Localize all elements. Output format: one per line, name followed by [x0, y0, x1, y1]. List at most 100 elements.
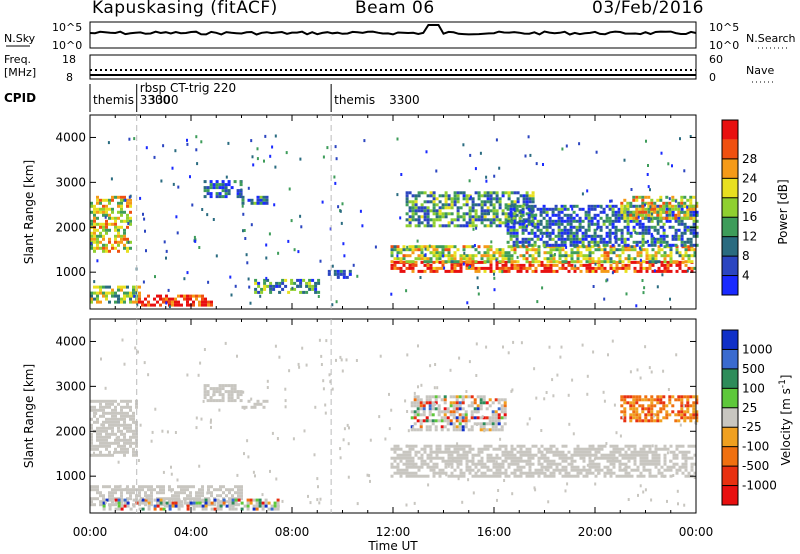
scatter-cell [629, 416, 633, 420]
scatter-cell [267, 501, 271, 505]
scatter-cell [501, 251, 505, 255]
scatter-cell [611, 231, 615, 235]
scatter-cell [453, 260, 457, 264]
scatter-cell [570, 459, 574, 463]
scatter-cell [441, 245, 445, 249]
scatter-cell [108, 426, 111, 430]
scatter-cell [645, 266, 649, 270]
scatter-cell [132, 417, 135, 421]
scatter-cell [545, 231, 549, 235]
scatter-cell [647, 216, 651, 220]
scatter-cell [671, 216, 675, 220]
scatter-cell [624, 269, 628, 273]
scatter-cell [575, 243, 579, 247]
scatter-cell [575, 237, 579, 241]
scatter-cell [165, 497, 168, 501]
scatter-cell [435, 456, 439, 460]
x-tick-label: 20:00 [578, 525, 613, 539]
scatter-cell [441, 450, 445, 454]
scatter-cell [99, 432, 102, 436]
scatter-cell [456, 197, 460, 201]
scatter-cell [105, 231, 108, 235]
scatter-cell [420, 269, 424, 273]
scatter-cell [504, 191, 508, 195]
scatter-cell [510, 254, 514, 258]
scatter-cell [384, 437, 387, 441]
scatter-cell [111, 402, 114, 406]
scatter-cell [681, 254, 685, 258]
scatter-cell [474, 167, 477, 171]
scatter-cell [635, 395, 639, 399]
scatter-cell [543, 397, 546, 401]
scatter-cell [192, 498, 196, 502]
scatter-cell [576, 474, 580, 478]
scatter-cell [126, 402, 129, 406]
scatter-cell [218, 192, 222, 196]
scatter-cell [486, 260, 490, 264]
scatter-cell [629, 419, 633, 423]
scatter-cell [581, 225, 585, 229]
scatter-cell [639, 254, 643, 258]
scatter-cell [162, 498, 166, 502]
scatter-cell [256, 157, 259, 161]
scatter-cell [215, 387, 219, 391]
freq-label-2: [MHz] [4, 66, 36, 79]
scatter-cell [581, 192, 584, 196]
scatter-cell [495, 258, 498, 262]
scatter-cell [114, 408, 117, 412]
scatter-cell [501, 450, 505, 454]
scatter-cell [650, 237, 654, 241]
scatter-cell [554, 243, 558, 247]
scatter-cell [558, 456, 562, 460]
scatter-cell [503, 413, 507, 417]
scatter-cell [432, 462, 436, 466]
scatter-cell [669, 269, 673, 273]
scatter-cell [123, 498, 127, 502]
scatter-cell [501, 194, 505, 198]
scatter-cell [593, 237, 597, 241]
scatter-cell [99, 450, 102, 454]
scatter-cell [659, 198, 663, 202]
scatter-cell [642, 248, 646, 252]
scatter-cell [129, 429, 132, 433]
scatter-cell [117, 488, 120, 492]
scatter-cell [506, 225, 510, 229]
scatter-cell [629, 401, 633, 405]
scatter-cell [276, 498, 280, 502]
scatter-cell [662, 369, 665, 373]
scatter-cell [456, 442, 459, 446]
scatter-cell [456, 194, 460, 198]
scatter-cell [681, 471, 685, 475]
scatter-cell [647, 419, 651, 423]
scatter-cell [493, 276, 496, 280]
scatter-cell [515, 234, 519, 238]
scatter-cell [174, 494, 177, 498]
scatter-cell [603, 474, 607, 478]
scatter-cell [489, 197, 493, 201]
scatter-cell [216, 501, 220, 505]
scatter-cell [528, 263, 532, 267]
scatter-cell [450, 453, 454, 457]
scatter-cell [453, 218, 457, 222]
scatter-cell [672, 474, 675, 477]
scatter-cell [408, 191, 412, 195]
scatter-cell [96, 447, 99, 451]
scatter-cell [432, 468, 436, 472]
scatter-cell [150, 503, 153, 507]
scatter-cell [363, 139, 366, 143]
scatter-cell [445, 473, 448, 477]
scatter-cell [90, 294, 93, 298]
scatter-cell [650, 219, 654, 223]
scatter-cell [396, 248, 400, 252]
scatter-cell [633, 266, 637, 270]
scatter-cell [465, 444, 469, 448]
scatter-cell [513, 248, 517, 252]
scatter-cell [96, 453, 99, 457]
x-axis-label: Time UT [367, 539, 418, 553]
scatter-cell [518, 240, 522, 244]
scatter-cell [531, 474, 535, 478]
scatter-cell [666, 269, 670, 273]
scatter-cell [293, 287, 297, 291]
scatter-cell [201, 491, 204, 495]
scatter-cell [102, 498, 106, 502]
